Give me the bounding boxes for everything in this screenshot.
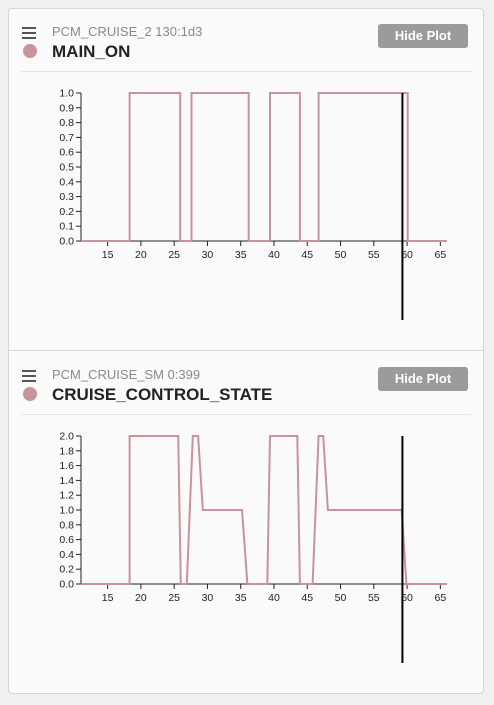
x-tick-label: 35 bbox=[235, 592, 247, 604]
x-tick-label: 60 bbox=[401, 249, 413, 261]
x-tick-label: 25 bbox=[168, 249, 180, 261]
y-tick-label: 0.8 bbox=[59, 519, 74, 531]
x-tick-label: 65 bbox=[435, 249, 447, 261]
signal-chart[interactable]: 0.0 0.2 0.4 0.6 0.8 1.0 1.2 1.4 1.6 1.8 2.0 15 20 25 3… bbox=[9, 422, 484, 682]
divider bbox=[21, 71, 471, 72]
x-tick-label: 30 bbox=[202, 592, 214, 604]
panel-header: PCM_CRUISE_SM 0:399 CRUISE_CONTROL_STATE… bbox=[9, 352, 483, 414]
x-tick-label: 40 bbox=[268, 249, 280, 261]
hamburger-menu-icon[interactable] bbox=[22, 370, 36, 382]
x-tick-label: 55 bbox=[368, 249, 380, 261]
y-tick-label: 1.4 bbox=[59, 475, 74, 487]
y-tick-label: 0.3 bbox=[59, 191, 74, 203]
y-tick-label: 0.8 bbox=[59, 117, 74, 129]
x-tick-label: 65 bbox=[435, 592, 447, 604]
y-tick-label: 1.8 bbox=[59, 445, 74, 457]
plots-container: PCM_CRUISE_2 130:1d3 MAIN_ON Hide Plot 0… bbox=[8, 8, 484, 694]
y-tick-label: 0.7 bbox=[59, 132, 74, 144]
signal-panel-main-on: PCM_CRUISE_2 130:1d3 MAIN_ON Hide Plot 0… bbox=[9, 9, 483, 351]
y-tick-label: 0.2 bbox=[59, 564, 74, 576]
y-tick-label: 0.4 bbox=[59, 549, 74, 561]
x-tick-label: 15 bbox=[102, 249, 114, 261]
series-color-dot-icon bbox=[23, 387, 37, 401]
x-tick-label: 50 bbox=[335, 249, 347, 261]
x-tick-label: 45 bbox=[301, 249, 313, 261]
y-tick-label: 1.6 bbox=[59, 460, 74, 472]
series-color-dot-icon bbox=[23, 44, 37, 58]
x-tick-label: 20 bbox=[135, 249, 147, 261]
hide-plot-button[interactable]: Hide Plot bbox=[378, 367, 468, 391]
x-tick-label: 35 bbox=[235, 249, 247, 261]
hamburger-menu-icon[interactable] bbox=[22, 27, 36, 39]
x-tick-label: 55 bbox=[368, 592, 380, 604]
panel-header: PCM_CRUISE_2 130:1d3 MAIN_ON Hide Plot bbox=[9, 9, 483, 71]
signal-chart[interactable]: 0.0 0.1 0.2 0.3 0.4 0.5 0.6 0.7 0.8 0.9 1.0 15 20 25 3… bbox=[9, 79, 484, 339]
message-address: PCM_CRUISE_2 130:1d3 bbox=[52, 24, 203, 39]
y-tick-label: 0.1 bbox=[59, 221, 74, 233]
x-tick-label: 25 bbox=[168, 592, 180, 604]
y-tick-label: 0.6 bbox=[59, 147, 74, 159]
signal-panel-cruise-control-state: PCM_CRUISE_SM 0:399 CRUISE_CONTROL_STATE… bbox=[9, 352, 484, 693]
y-tick-label: 1.0 bbox=[59, 505, 74, 517]
y-tick-label: 0.2 bbox=[59, 206, 74, 218]
y-tick-label: 0.6 bbox=[59, 534, 74, 546]
divider bbox=[21, 414, 471, 415]
message-address: PCM_CRUISE_SM 0:399 bbox=[52, 367, 201, 382]
y-tick-label: 0.0 bbox=[59, 236, 74, 248]
x-tick-label: 30 bbox=[202, 249, 214, 261]
signal-series-line bbox=[81, 92, 447, 242]
x-tick-label: 50 bbox=[335, 592, 347, 604]
x-tick-label: 15 bbox=[102, 592, 114, 604]
x-tick-label: 45 bbox=[301, 592, 313, 604]
x-tick-label: 60 bbox=[401, 592, 413, 604]
y-tick-label: 0.9 bbox=[59, 102, 74, 114]
signal-series-line bbox=[81, 435, 447, 585]
y-tick-label: 0.4 bbox=[59, 176, 74, 188]
signal-name: MAIN_ON bbox=[52, 42, 131, 61]
y-tick-label: 1.0 bbox=[59, 88, 74, 100]
y-tick-label: 0.5 bbox=[59, 162, 74, 174]
signal-name: CRUISE_CONTROL_STATE bbox=[52, 385, 273, 404]
hide-plot-button[interactable]: Hide Plot bbox=[378, 24, 468, 48]
y-tick-label: 2.0 bbox=[59, 431, 74, 443]
y-tick-label: 1.2 bbox=[59, 490, 74, 502]
x-tick-label: 40 bbox=[268, 592, 280, 604]
x-tick-label: 20 bbox=[135, 592, 147, 604]
y-tick-label: 0.0 bbox=[59, 579, 74, 591]
